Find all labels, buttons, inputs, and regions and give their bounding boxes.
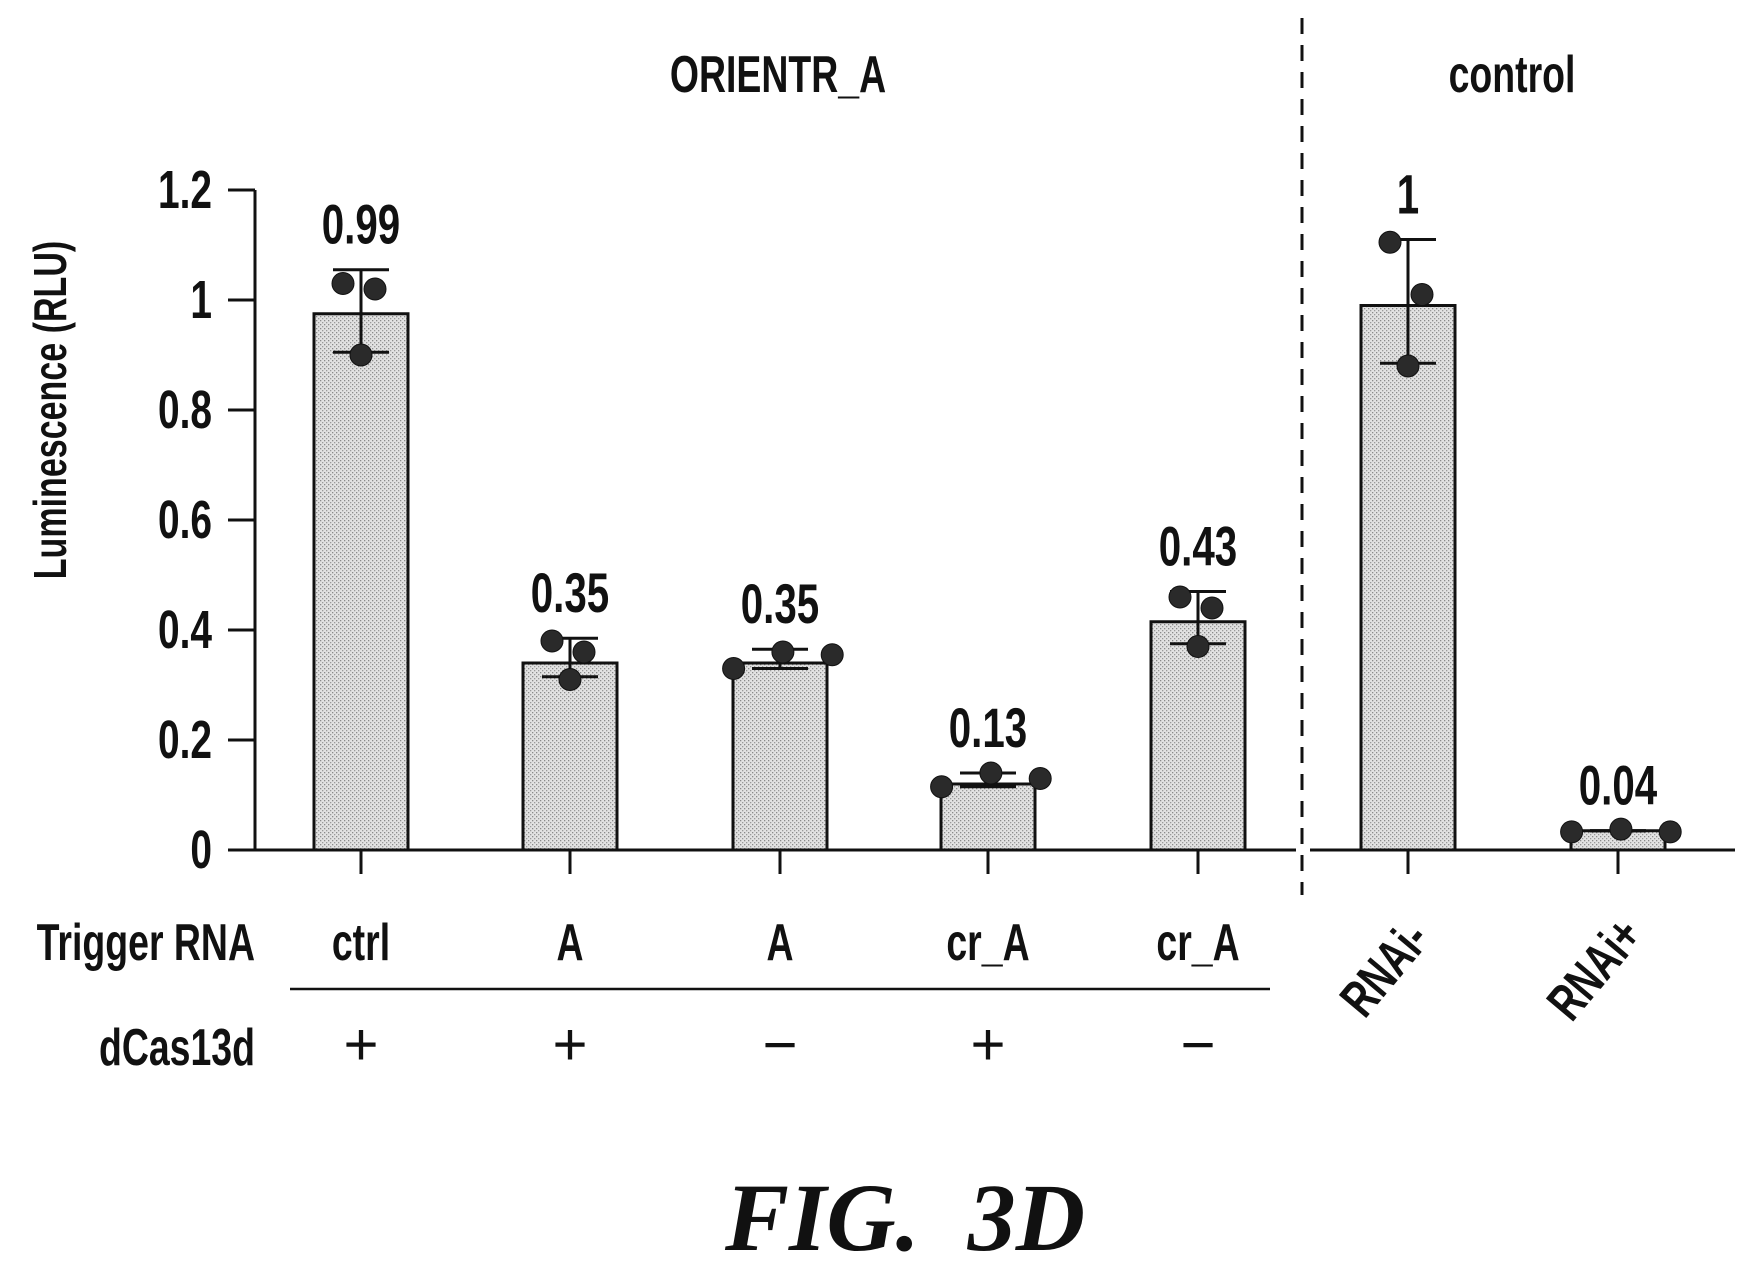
dcas13d-sign: − <box>762 1011 797 1078</box>
bar-1 <box>521 661 619 852</box>
data-point <box>1200 596 1224 620</box>
data-point <box>558 668 582 691</box>
value-label: 0.35 <box>741 574 819 636</box>
axes: 0 0.2 0.4 0.6 0.8 1 1.2 <box>158 159 1735 880</box>
group-title-orientr: ORIENTR_A <box>670 45 886 104</box>
value-label: 0.43 <box>1159 516 1237 578</box>
trigger-label: cr_A <box>946 913 1029 972</box>
trigger-label: cr_A <box>1156 913 1239 972</box>
data-point <box>1186 635 1210 658</box>
bar-4 <box>1149 620 1247 852</box>
data-point <box>1168 585 1192 609</box>
value-label: 1 <box>1397 164 1419 226</box>
trigger-rna-row-label: Trigger RNA <box>37 913 255 972</box>
data-point <box>1028 767 1052 790</box>
value-label: 0.04 <box>1579 755 1657 817</box>
bar-2 <box>731 661 829 852</box>
dcas13d-sign: + <box>552 1011 587 1078</box>
bar-0 <box>312 312 410 852</box>
value-label: 0.35 <box>531 563 609 625</box>
y-axis-title: Luminescence (RLU) <box>24 241 76 579</box>
y-tick-label: 1 <box>190 269 212 330</box>
y-tick-label: 1.2 <box>158 159 212 220</box>
group-title-control: control <box>1449 45 1576 104</box>
trigger-label: A <box>766 913 793 972</box>
data-point <box>1396 354 1420 378</box>
data-point <box>363 277 387 301</box>
data-point <box>1410 283 1434 306</box>
data-point <box>331 272 355 295</box>
y-tick-label: 0.2 <box>158 709 212 770</box>
dcas13d-sign: + <box>970 1011 1005 1078</box>
data-point <box>349 343 373 367</box>
bar-3 <box>939 782 1037 852</box>
data-point <box>930 775 954 799</box>
plot-marks: 0.99 0.35 0.35 0.13 0.43 1 0.04 <box>312 164 1682 874</box>
trigger-label: A <box>556 913 583 972</box>
data-point <box>722 657 746 680</box>
data-point <box>1378 230 1402 254</box>
y-tick-label: 0.4 <box>158 599 212 660</box>
figure-caption: FIG. 3D <box>724 1164 1085 1271</box>
data-point <box>1560 820 1584 844</box>
condition-labels: ctrl + A + A − cr_A + cr_A − RNAi- RNAi+ <box>332 906 1653 1078</box>
value-label: 0.99 <box>322 194 400 256</box>
dcas13d-sign: − <box>1180 1011 1215 1078</box>
dcas13d-row-label: dCas13d <box>99 1018 255 1077</box>
y-tick-label: 0 <box>190 819 212 880</box>
y-tick-label: 0.6 <box>158 489 212 550</box>
dcas13d-sign: + <box>343 1011 378 1078</box>
data-point <box>771 640 795 664</box>
data-point <box>979 761 1003 785</box>
data-point <box>1658 820 1682 844</box>
y-tick-label: 0.8 <box>158 379 212 440</box>
bar-5 <box>1359 304 1457 852</box>
trigger-label-rotated: RNAi+ <box>1536 906 1654 1030</box>
data-point <box>1609 817 1633 841</box>
data-point <box>820 643 844 667</box>
trigger-label: ctrl <box>332 913 390 972</box>
trigger-label-rotated: RNAi- <box>1329 910 1441 1027</box>
data-point <box>572 640 596 664</box>
data-point <box>540 629 564 653</box>
value-label: 0.13 <box>949 698 1027 760</box>
